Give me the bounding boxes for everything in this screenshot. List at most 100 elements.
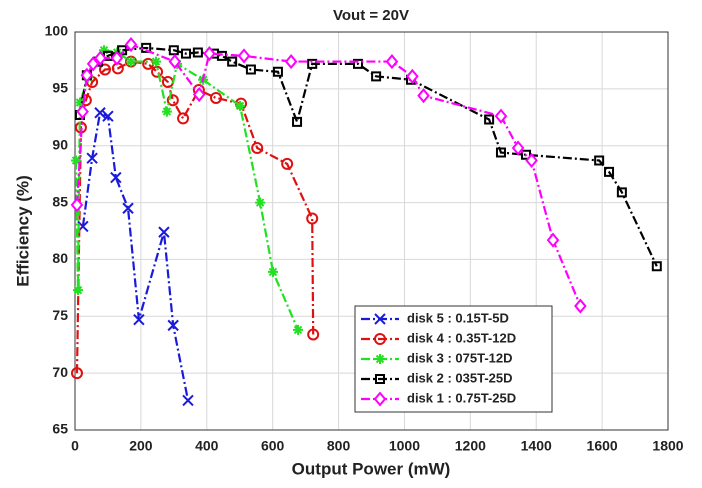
marker (281, 157, 294, 170)
legend-label: disk 4 : 0.35T-12D (407, 330, 516, 345)
marker (126, 56, 137, 67)
x-axis-label: Output Power (mW) (292, 459, 451, 478)
y-tick-label: 80 (52, 250, 68, 266)
marker (594, 155, 605, 166)
marker (375, 354, 385, 364)
marker (307, 58, 318, 69)
marker (574, 298, 587, 314)
marker (406, 68, 419, 84)
y-tick-label: 90 (52, 136, 68, 152)
marker (227, 56, 238, 67)
legend-box (354, 305, 553, 413)
marker (292, 116, 303, 127)
marker (525, 152, 538, 169)
marker (76, 104, 89, 120)
legend-label: disk 5 : 0.15T-5D (407, 310, 509, 325)
marker (373, 333, 387, 345)
x-tick-label: 800 (327, 438, 351, 454)
marker (122, 202, 134, 214)
marker (70, 155, 81, 166)
marker (216, 50, 227, 61)
marker (255, 197, 266, 208)
marker (80, 67, 94, 83)
x-tick-label: 1200 (455, 438, 486, 454)
marker (151, 65, 164, 78)
marker (124, 36, 138, 53)
marker (604, 166, 615, 177)
marker (375, 374, 385, 384)
marker (94, 50, 107, 66)
x-tick-label: 600 (261, 438, 285, 454)
marker (111, 62, 124, 75)
x-tick-label: 1000 (389, 438, 420, 454)
chart-title: Vout = 20V (333, 7, 409, 24)
marker (511, 140, 525, 156)
legend: disk 5 : 0.15T-5D disk 4 : 0.35T-12D disk … (354, 305, 553, 413)
legend-label: disk 3 : 075T-12D (407, 350, 513, 365)
marker (484, 114, 495, 125)
y-tick-label: 100 (45, 23, 69, 39)
marker (168, 45, 179, 56)
marker (181, 48, 192, 59)
x-tick-label: 400 (195, 438, 219, 454)
marker (373, 391, 387, 407)
x-tick-label: 0 (71, 438, 79, 454)
marker (86, 56, 100, 72)
legend-label: disk 2 : 035T-25D (407, 370, 513, 385)
y-tick-label: 70 (52, 364, 68, 380)
marker (102, 110, 114, 122)
marker (74, 121, 87, 134)
marker (495, 147, 506, 158)
marker (374, 313, 386, 325)
marker (417, 88, 430, 104)
series-line (81, 111, 190, 401)
marker (192, 86, 206, 103)
marker (177, 112, 190, 125)
marker (158, 226, 170, 238)
marker (651, 261, 662, 272)
marker (70, 367, 83, 380)
y-tick-label: 85 (52, 193, 68, 209)
marker (210, 92, 223, 104)
x-tick-label: 200 (129, 438, 153, 454)
marker (203, 46, 216, 62)
marker (110, 171, 122, 184)
marker (352, 58, 363, 69)
marker (151, 56, 162, 67)
marker (267, 266, 278, 277)
marker (546, 232, 560, 248)
marker (385, 54, 399, 70)
marker (293, 324, 304, 335)
marker (307, 328, 320, 341)
y-tick-label: 95 (52, 80, 68, 96)
marker (306, 212, 319, 225)
marker (168, 54, 182, 70)
plot-frame (74, 31, 669, 431)
marker (161, 106, 172, 117)
marker (616, 187, 627, 198)
marker (110, 50, 124, 66)
marker (182, 394, 194, 407)
series-line (75, 60, 315, 374)
marker (70, 197, 84, 213)
legend-label: disk 1 : 0.75T-25D (407, 390, 516, 405)
marker (272, 66, 283, 77)
marker (237, 48, 251, 64)
marker (72, 285, 83, 296)
marker (98, 45, 109, 56)
marker (284, 54, 298, 70)
marker (86, 152, 98, 164)
marker (94, 107, 106, 119)
marker (117, 45, 128, 56)
y-tick-label: 65 (52, 421, 68, 437)
y-tick-label: 75 (52, 307, 68, 323)
marker (235, 100, 246, 111)
marker (133, 313, 145, 326)
x-tick-label: 1800 (652, 438, 683, 454)
x-tick-label: 1400 (521, 438, 552, 454)
x-tick-label: 1600 (587, 438, 618, 454)
marker (167, 319, 179, 332)
marker (245, 64, 256, 75)
marker (494, 108, 508, 124)
